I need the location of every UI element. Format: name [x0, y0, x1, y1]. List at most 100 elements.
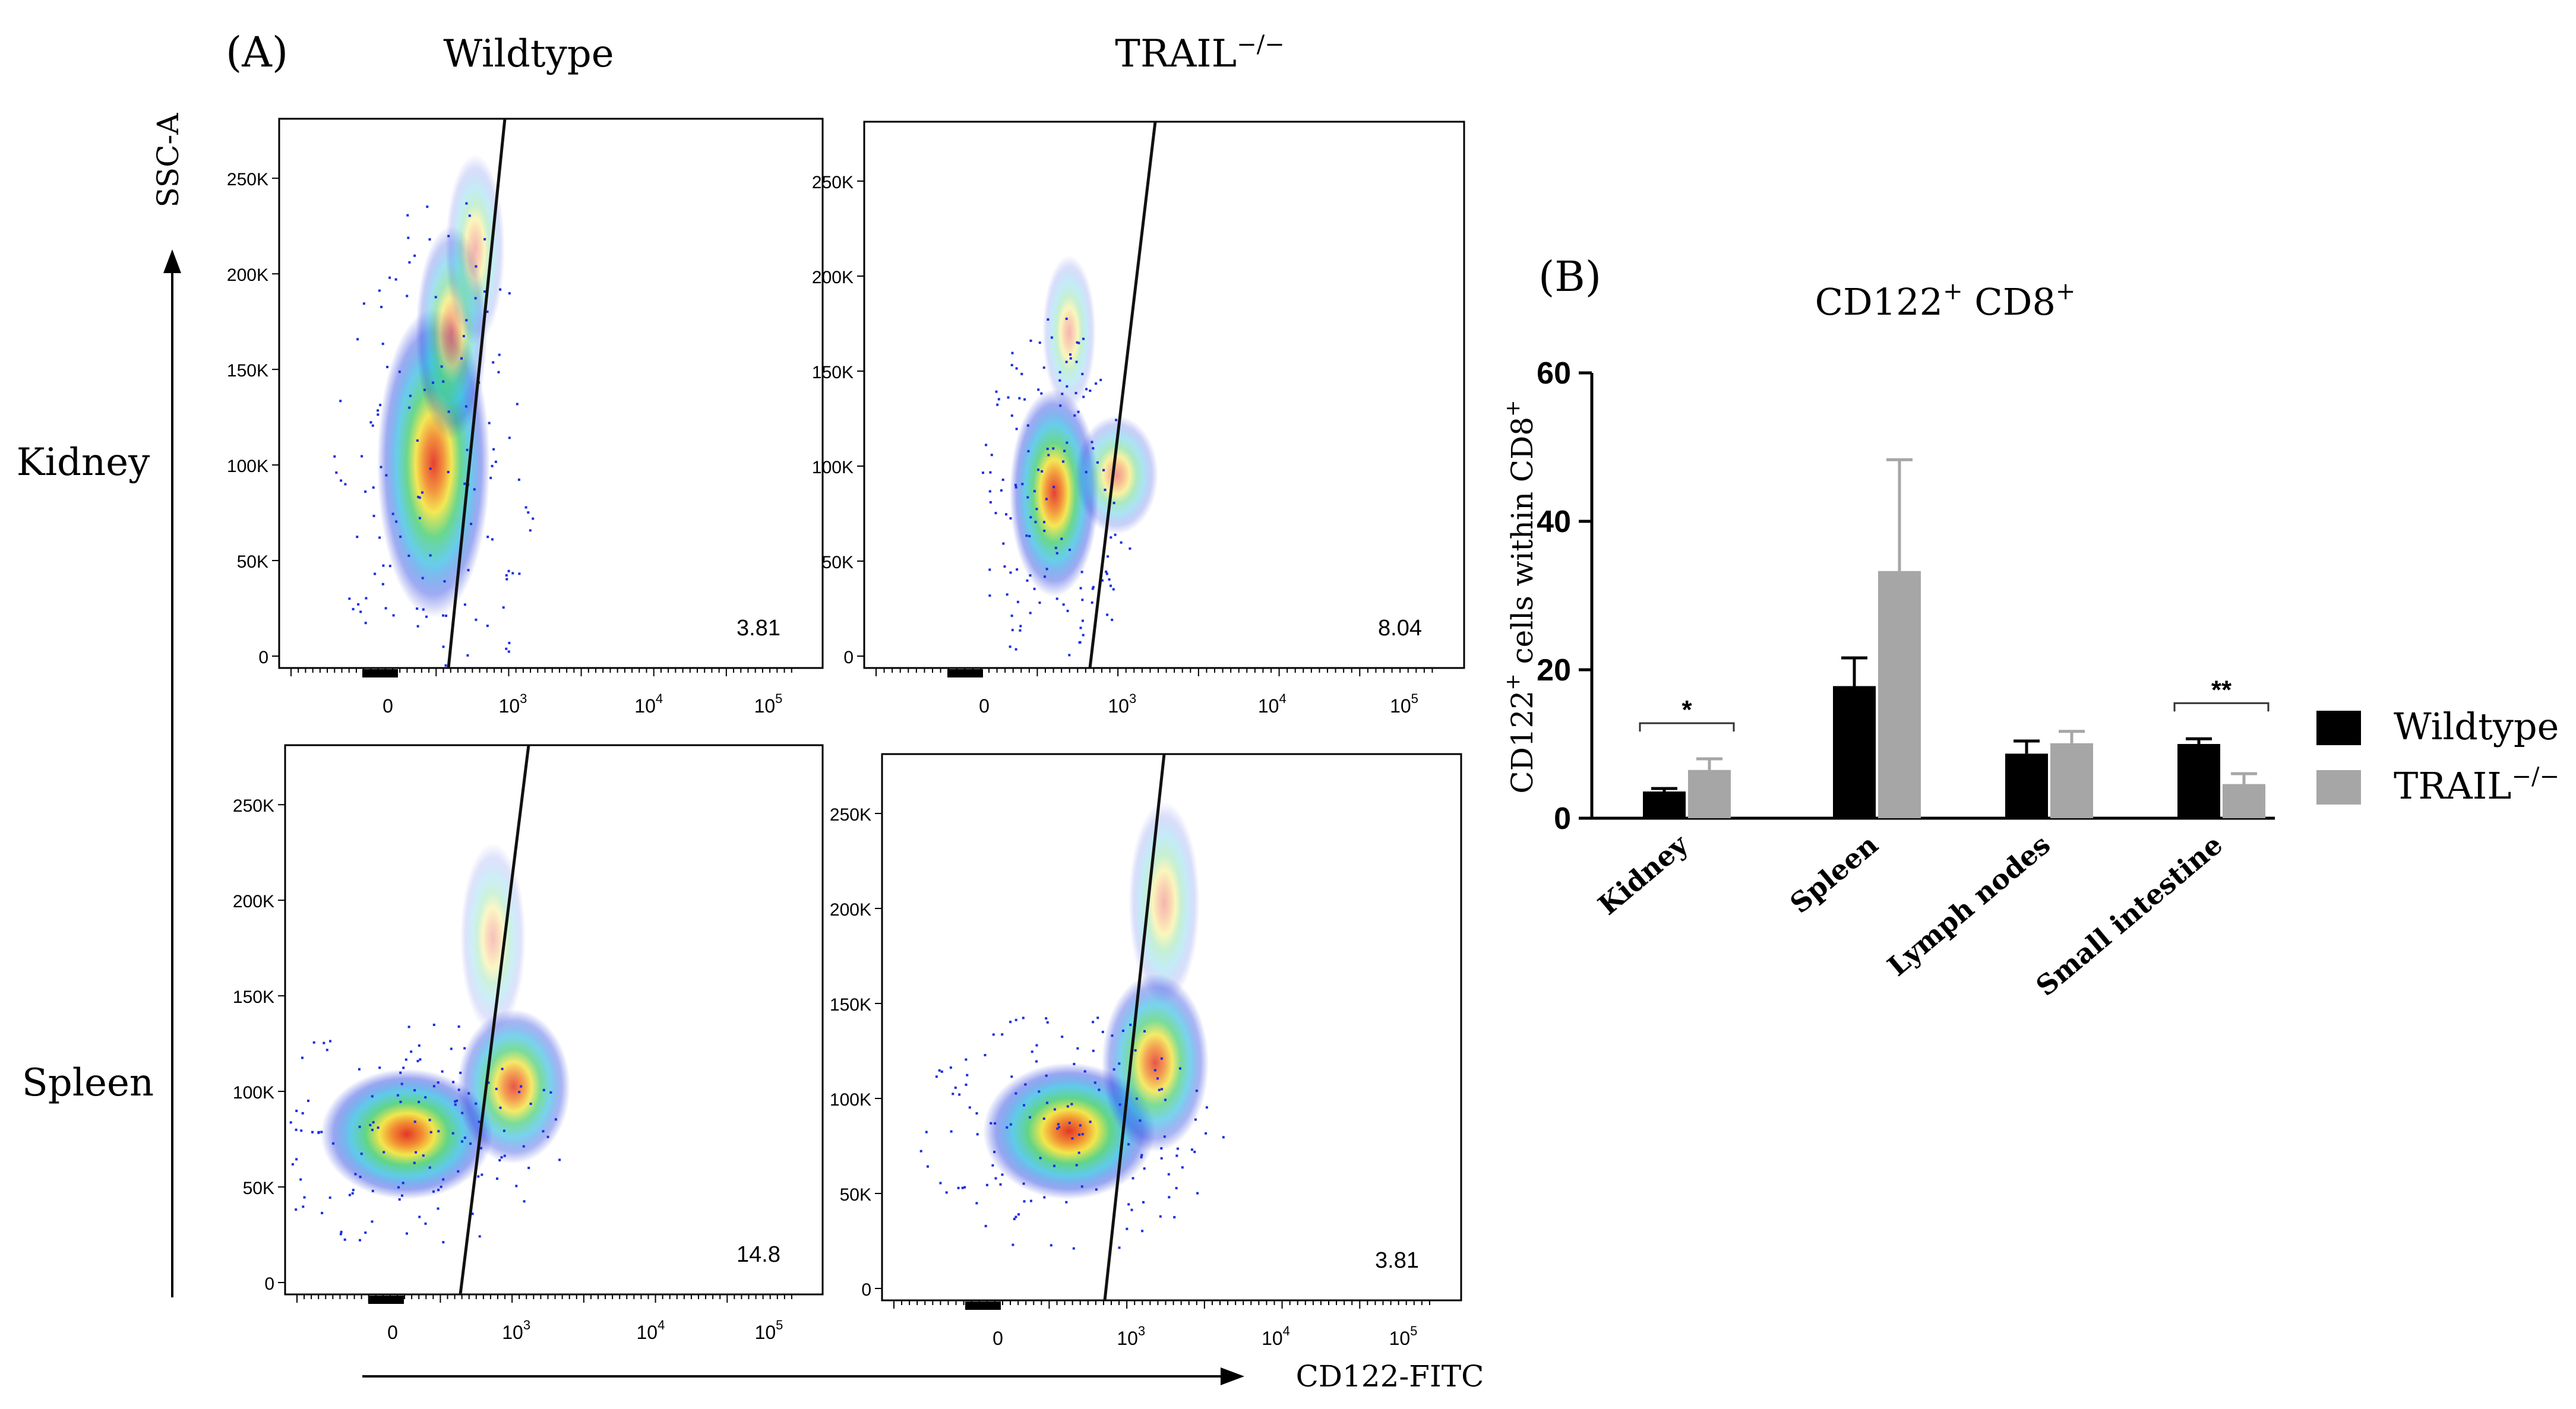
event-dot	[989, 501, 992, 504]
category-label: Kidney	[1592, 828, 1695, 921]
event-dot	[488, 422, 491, 425]
event-dot	[1205, 1132, 1208, 1135]
event-dot	[492, 361, 495, 364]
event-dot	[1093, 1081, 1096, 1084]
x-tick-base: 10	[1117, 1328, 1138, 1349]
event-dot	[1193, 1151, 1196, 1153]
event-dot	[925, 1131, 928, 1133]
event-dot	[1118, 1246, 1121, 1249]
event-dot	[1045, 1074, 1048, 1077]
density-cloud	[1075, 416, 1158, 534]
event-dot	[473, 488, 476, 491]
event-dot	[1129, 547, 1131, 550]
event-dot	[1072, 1247, 1075, 1250]
event-dot	[938, 1069, 941, 1072]
event-dot	[1021, 483, 1024, 486]
event-dot	[359, 1239, 361, 1242]
x-tick-exp: 3	[520, 691, 527, 706]
event-dot	[302, 1205, 305, 1208]
event-dot	[1029, 339, 1032, 342]
event-dot	[522, 1145, 525, 1148]
y-axis-label: CD122+ cells within CD8+	[1501, 400, 1540, 793]
event-dot	[927, 1165, 929, 1168]
event-dot	[1077, 1151, 1080, 1154]
event-dot	[361, 455, 364, 458]
event-dot	[364, 622, 367, 625]
event-dot	[1045, 568, 1048, 571]
event-dot	[413, 1161, 416, 1164]
event-dot	[1035, 1044, 1038, 1047]
event-dot	[416, 625, 419, 628]
event-dot	[474, 297, 477, 300]
event-dot	[301, 1056, 304, 1059]
event-dot	[407, 236, 410, 239]
event-dot	[311, 1131, 314, 1133]
event-dot	[1017, 1213, 1020, 1216]
event-dot	[961, 1186, 964, 1189]
event-dot	[487, 1081, 490, 1084]
event-dot	[994, 1122, 997, 1125]
event-dot	[1065, 1201, 1068, 1204]
event-dot	[524, 506, 527, 509]
event-dot	[1079, 626, 1082, 629]
bar-Wildtype-Spleen	[1833, 686, 1876, 818]
event-dot	[295, 1208, 298, 1211]
y-tick-label: 250K	[830, 805, 871, 825]
event-dot	[1099, 378, 1102, 381]
event-dot	[1101, 579, 1104, 582]
event-dot	[307, 1100, 309, 1102]
x-tick-exp: 4	[658, 1318, 665, 1332]
panel-b-label: (B)	[1538, 252, 1601, 301]
event-dot	[1081, 1133, 1084, 1136]
density-cloud	[460, 843, 526, 1033]
event-dot	[1222, 1136, 1225, 1139]
bar-TRAIL−/−-Spleen	[1878, 571, 1921, 818]
event-dot	[437, 1130, 440, 1133]
event-dot	[1046, 448, 1049, 450]
event-dot	[1046, 1101, 1048, 1104]
gate-line	[459, 745, 530, 1295]
event-dot	[507, 650, 510, 653]
x-tick-label: 103	[499, 691, 527, 717]
event-dot	[477, 1175, 480, 1178]
density-cloud	[1129, 802, 1200, 1003]
event-dot	[289, 1121, 292, 1124]
event-dot	[507, 569, 510, 572]
significance-label: *	[1681, 695, 1692, 724]
event-dot	[428, 1119, 431, 1122]
event-dot	[470, 523, 473, 525]
y-tick-label: 100K	[227, 457, 268, 476]
event-dot	[463, 1047, 466, 1050]
event-dot	[1161, 1088, 1164, 1091]
event-dot	[421, 577, 424, 580]
x-tick-label: 104	[1262, 1323, 1290, 1349]
event-dot	[554, 1118, 557, 1121]
event-dot	[949, 1066, 952, 1069]
event-dot	[399, 535, 402, 538]
event-dot	[1050, 336, 1053, 339]
event-dot	[500, 1156, 503, 1159]
event-dot	[291, 1163, 294, 1166]
event-dot	[428, 1166, 431, 1169]
event-dot	[481, 1173, 483, 1176]
event-dot	[1010, 414, 1013, 417]
event-dot	[496, 1177, 498, 1180]
event-dot	[1023, 1104, 1025, 1107]
event-dot	[988, 568, 991, 571]
x-tick-label: 104	[634, 691, 663, 717]
x-tick-exp: 5	[1411, 691, 1418, 706]
event-dot	[1096, 461, 1099, 464]
event-dot	[1112, 1068, 1115, 1071]
event-dot	[511, 572, 514, 575]
event-dot	[1089, 1120, 1092, 1123]
event-dot	[1118, 1062, 1121, 1065]
event-dot	[935, 1075, 938, 1078]
event-dot	[478, 1120, 481, 1123]
event-dot	[471, 1212, 474, 1215]
event-dot	[377, 1126, 380, 1129]
legend-swatch	[2316, 711, 2361, 745]
col-title-trail-text: TRAIL	[1115, 32, 1237, 76]
event-dot	[1091, 587, 1094, 590]
